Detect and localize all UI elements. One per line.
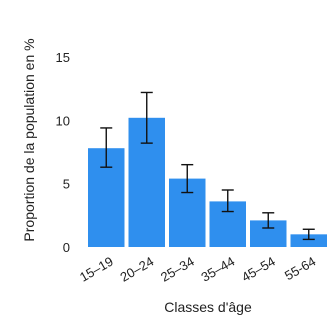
bars: [88, 117, 327, 247]
error-bar: [181, 163, 194, 194]
error-bar: [302, 228, 315, 241]
x-tick-label: 35–44: [198, 254, 237, 285]
y-axis-ticks: 0 5 10 15: [56, 50, 70, 255]
x-tick-label: 55-64: [282, 254, 318, 284]
y-tick-label: 0: [63, 240, 70, 255]
x-tick-label: 45–54: [239, 254, 278, 285]
x-axis-ticks: 15–19 20–24 25–34 35–44 45–54 55-64: [77, 254, 318, 285]
y-tick-label: 15: [56, 50, 70, 65]
error-bars: [100, 91, 315, 241]
x-tick-label: 20–24: [117, 254, 156, 285]
error-bar: [100, 127, 113, 168]
y-axis-title: Proportion de la population en %: [21, 38, 37, 241]
y-tick-label: 10: [56, 113, 70, 128]
x-tick-label: 15–19: [77, 254, 116, 285]
error-bar: [140, 91, 153, 144]
error-bar: [262, 212, 275, 229]
x-tick-label: 25–34: [158, 254, 197, 285]
x-axis-title: Classes d'âge: [164, 299, 252, 315]
error-bar: [221, 189, 234, 213]
bar: [290, 234, 327, 247]
y-tick-label: 5: [63, 177, 70, 192]
